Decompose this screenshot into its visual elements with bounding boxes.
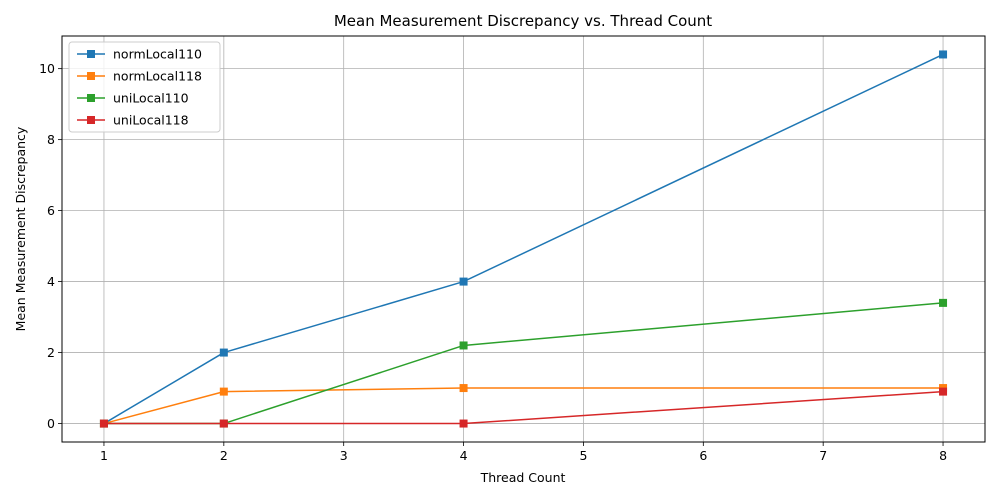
legend-label: normLocal118 (113, 69, 202, 84)
series-line-normLocal110 (103, 53, 944, 425)
x-tick-label: 1 (100, 448, 108, 463)
data-point-uniLocal118 (219, 419, 228, 428)
data-point-uniLocal118 (99, 419, 108, 428)
x-tick-label: 6 (699, 448, 707, 463)
chart-title: Mean Measurement Discrepancy vs. Thread … (334, 12, 712, 30)
x-tick-label: 2 (220, 448, 228, 463)
plot-area-frame (61, 35, 986, 443)
data-point-normLocal110 (459, 277, 468, 286)
data-point-normLocal110 (219, 348, 228, 357)
series-group (99, 50, 948, 428)
legend-marker-normLocal110 (87, 50, 95, 58)
legend-marker-uniLocal110 (87, 94, 95, 102)
x-axis-label: Thread Count (480, 470, 566, 485)
legend-marker-uniLocal118 (87, 116, 95, 124)
x-tick-label: 3 (340, 448, 348, 463)
legend: normLocal110 normLocal118 uniLocal110 uniLo… (68, 41, 221, 133)
data-point-normLocal118 (459, 384, 468, 393)
y-tick-label: 0 (47, 416, 55, 431)
data-point-normLocal110 (939, 50, 948, 59)
data-point-uniLocal118 (939, 387, 948, 396)
data-point-normLocal118 (219, 387, 228, 396)
x-tick-label: 8 (939, 448, 947, 463)
data-point-uniLocal118 (459, 419, 468, 428)
legend-label: normLocal110 (113, 47, 202, 62)
y-tick-label: 4 (47, 274, 55, 289)
y-tick-label: 10 (39, 61, 55, 76)
y-tick-label: 6 (47, 203, 55, 218)
legend-box (68, 41, 221, 133)
legend-label: uniLocal118 (113, 113, 189, 128)
y-tick-label: 8 (47, 132, 55, 147)
series-line-uniLocal118 (103, 390, 944, 425)
series-line-normLocal118 (103, 387, 944, 425)
x-tick-label: 4 (460, 448, 468, 463)
x-tick-label: 7 (819, 448, 827, 463)
legend-label: uniLocal110 (113, 91, 189, 106)
y-axis-label: Mean Measurement Discrepancy (13, 126, 28, 331)
y-tick-label: 2 (47, 345, 55, 360)
data-point-uniLocal110 (939, 298, 948, 307)
legend-marker-normLocal118 (87, 72, 95, 80)
x-tick-label: 5 (579, 448, 587, 463)
axis-ticks: 1 2 3 4 5 6 7 8 0 2 4 6 8 10 (39, 61, 947, 463)
data-point-uniLocal110 (459, 341, 468, 350)
